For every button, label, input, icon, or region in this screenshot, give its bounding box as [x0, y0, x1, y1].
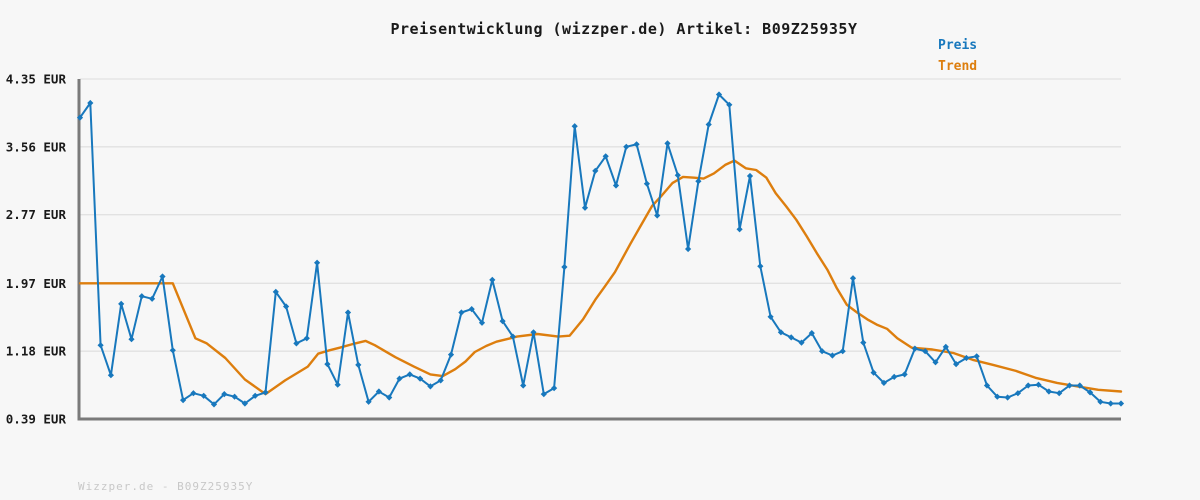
y-tick-label: 1.97 EUR — [6, 276, 67, 291]
legend-item-preis: Preis — [938, 38, 978, 53]
y-tick-label: 2.77 EUR — [6, 207, 67, 222]
watermark: Wizzper.de - B09Z25935Y — [78, 480, 254, 493]
legend: Preis Trend — [938, 39, 977, 81]
y-tick-label: 3.56 EUR — [6, 139, 67, 154]
legend-item-trend: Trend — [938, 59, 978, 74]
y-tick-label: 4.35 EUR — [6, 72, 67, 87]
trend-line — [78, 159, 1123, 396]
y-tick-label: 1.18 EUR — [6, 344, 67, 359]
chart-title: Preisentwicklung (wizzper.de) Artikel: B… — [390, 20, 858, 38]
y-tick-label: 0.39 EUR — [6, 412, 67, 427]
price-markers — [76, 91, 1125, 408]
